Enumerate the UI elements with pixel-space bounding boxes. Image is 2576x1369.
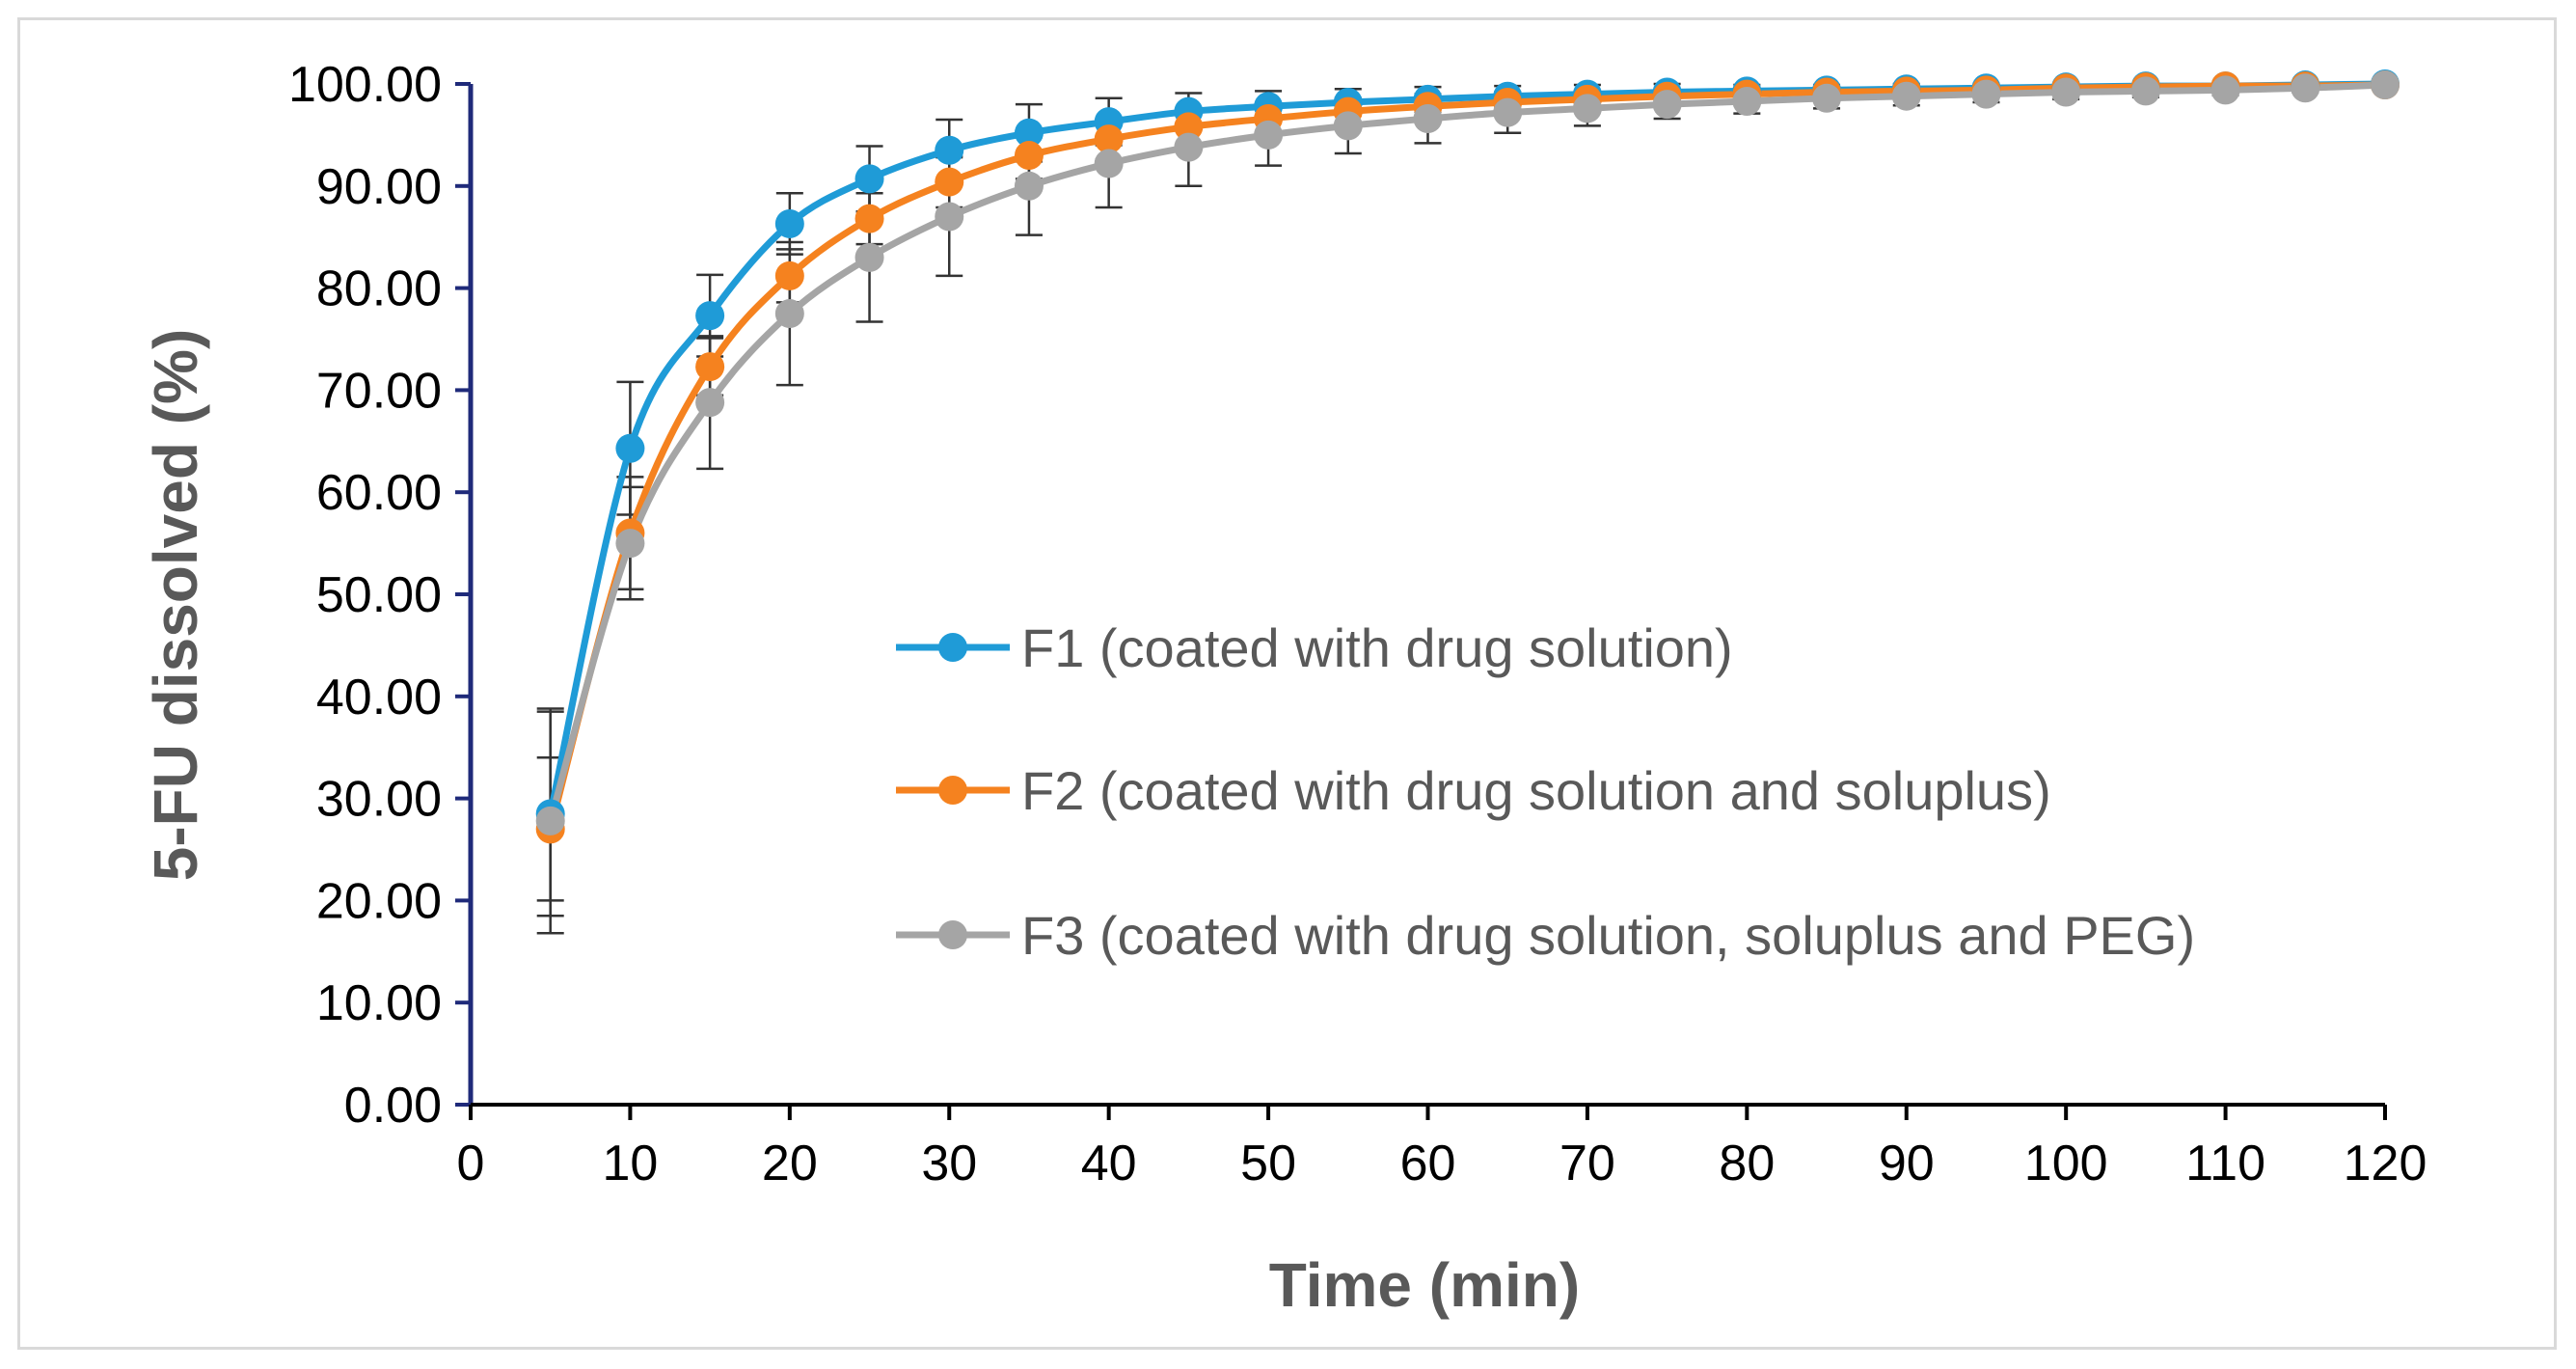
- data-point-s3: [1094, 149, 1124, 178]
- y-tick-label: 60.00: [316, 465, 442, 521]
- data-point-s2: [935, 167, 964, 197]
- data-point-s3: [1014, 171, 1044, 201]
- series-lines: [547, 80, 2386, 831]
- series-line-3: [547, 81, 2386, 822]
- line-chart: 0.00 10.00 20.00 30.00 40.00 50.00 60.00 70.00 8…: [141, 57, 2427, 1320]
- data-point-s1: [695, 301, 725, 331]
- y-tick-label: 30.00: [316, 772, 442, 828]
- data-point-s2: [1094, 124, 1124, 154]
- y-tick-label: 0.00: [344, 1078, 442, 1134]
- data-point-s3: [2210, 75, 2240, 105]
- data-point-s2: [695, 352, 725, 382]
- data-point-s3: [695, 388, 725, 418]
- x-tick-label: 100: [2024, 1136, 2108, 1191]
- y-axis-ticks: 0.00 10.00 20.00 30.00 40.00 50.00 60.00 70.00 8…: [288, 57, 471, 1134]
- legend-marker-3: [938, 920, 967, 949]
- y-tick-label: 100.00: [288, 57, 442, 113]
- data-point-s3: [1413, 103, 1443, 133]
- data-point-s3: [2130, 76, 2160, 106]
- data-point-s3: [1333, 111, 1363, 141]
- x-tick-label: 10: [602, 1136, 658, 1191]
- x-tick-label: 40: [1081, 1136, 1137, 1191]
- y-tick-label: 40.00: [316, 670, 442, 726]
- legend-label-3: F3 (coated with drug solution, soluplus …: [1021, 905, 2195, 966]
- data-point-s3: [935, 202, 964, 232]
- y-tick-label: 90.00: [316, 159, 442, 215]
- data-point-s3: [1572, 94, 1602, 123]
- x-tick-label: 70: [1559, 1136, 1615, 1191]
- data-point-s1: [935, 135, 964, 165]
- data-point-s3: [1971, 79, 2001, 109]
- data-point-s3: [2371, 70, 2400, 100]
- data-point-s3: [1493, 97, 1523, 127]
- data-point-s1: [774, 208, 804, 238]
- x-tick-label: 0: [457, 1136, 485, 1191]
- data-point-s2: [854, 204, 884, 233]
- chart-frame: 0.00 10.00 20.00 30.00 40.00 50.00 60.00 70.00 8…: [17, 17, 2557, 1350]
- x-tick-label: 30: [921, 1136, 977, 1191]
- data-point-s1: [854, 164, 884, 194]
- x-tick-label: 90: [1879, 1136, 1935, 1191]
- x-tick-label: 120: [2344, 1136, 2427, 1191]
- x-tick-label: 110: [2185, 1136, 2265, 1191]
- data-point-s2: [774, 260, 804, 290]
- data-point-s3: [615, 529, 645, 559]
- y-tick-label: 50.00: [316, 567, 442, 623]
- legend: F1 (coated with drug solution) F2 (coated…: [896, 617, 2195, 966]
- x-axis-title: Time (min): [1269, 1250, 1580, 1320]
- legend-marker-2: [938, 776, 967, 805]
- y-tick-label: 20.00: [316, 873, 442, 929]
- data-point-s3: [1174, 132, 1204, 162]
- y-axis-title: 5-FU dissolved (%): [141, 329, 210, 882]
- data-point-s2: [1014, 141, 1044, 171]
- x-tick-label: 50: [1240, 1136, 1296, 1191]
- y-tick-label: 10.00: [316, 975, 442, 1031]
- data-point-s3: [774, 299, 804, 329]
- legend-marker-1: [938, 633, 967, 662]
- data-point-s3: [1254, 120, 1284, 150]
- x-tick-label: 80: [1719, 1136, 1775, 1191]
- y-tick-label: 80.00: [316, 261, 442, 317]
- data-point-s3: [1891, 81, 1921, 111]
- data-point-s3: [1812, 83, 1842, 113]
- legend-label-1: F1 (coated with drug solution): [1021, 617, 1733, 678]
- data-point-s3: [2051, 77, 2081, 107]
- series-markers: [535, 69, 2400, 844]
- data-point-s3: [2291, 73, 2320, 103]
- x-axis-ticks: 0 10 20 30 40 50 60 70 80 90 100 110 120: [457, 1105, 2427, 1191]
- y-tick-label: 70.00: [316, 363, 442, 419]
- data-point-s1: [615, 433, 645, 463]
- x-tick-label: 60: [1400, 1136, 1456, 1191]
- data-point-s3: [854, 242, 884, 272]
- data-point-s1: [1014, 118, 1044, 148]
- series-line-1: [547, 80, 2386, 815]
- data-point-s2: [1174, 112, 1204, 142]
- data-point-s3: [1652, 90, 1682, 120]
- x-tick-label: 20: [762, 1136, 818, 1191]
- data-point-s3: [1732, 86, 1762, 116]
- data-point-s3: [535, 806, 565, 835]
- legend-label-2: F2 (coated with drug solution and solupl…: [1021, 760, 2051, 821]
